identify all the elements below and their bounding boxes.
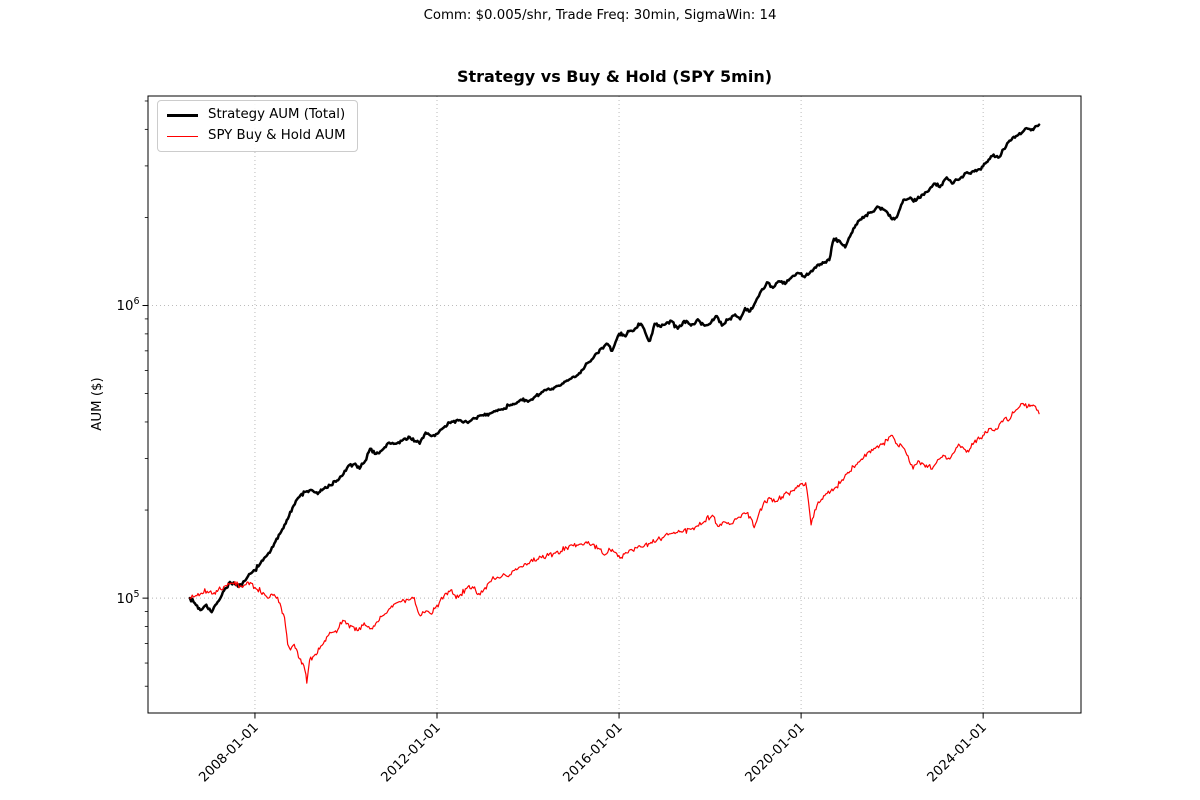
strategy-series-line — [188, 123, 1041, 614]
legend-item-label: SPY Buy & Hold AUM — [208, 128, 346, 143]
legend-item-spy: SPY Buy & Hold AUM — [167, 128, 346, 144]
series-group — [188, 123, 1041, 684]
y-tick-label: 106 — [117, 296, 140, 314]
x-tick-label: 2012-01-01 — [379, 720, 444, 785]
legend-line-sample — [167, 135, 198, 137]
legend-line-sample — [167, 113, 198, 117]
spy-series-line — [189, 402, 1040, 684]
chart-title: Strategy vs Buy & Hold (SPY 5min) — [456, 67, 773, 86]
x-tick-label: 2024-01-01 — [925, 720, 990, 785]
x-tick-label: 2016-01-01 — [561, 720, 626, 785]
legend-item-strategy: Strategy AUM (Total) — [167, 107, 346, 123]
grid-lines — [148, 96, 1081, 713]
plot-border — [147, 95, 1082, 714]
legend-item-label: Strategy AUM (Total) — [208, 107, 346, 122]
legend: Strategy AUM (Total) SPY Buy & Hold AUM — [157, 100, 358, 152]
figure-annotation: Comm: $0.005/shr, Trade Freq: 30min, Sig… — [423, 8, 777, 23]
axes: 2008-01-01 2012-01-01 2016-01-01 2020-01-01… — [117, 95, 1082, 785]
y-axis-label: AUM ($) — [90, 377, 105, 430]
x-tick-label: 2020-01-01 — [743, 720, 808, 785]
x-tick-label: 2008-01-01 — [197, 720, 262, 785]
y-tick-label: 105 — [117, 589, 140, 607]
